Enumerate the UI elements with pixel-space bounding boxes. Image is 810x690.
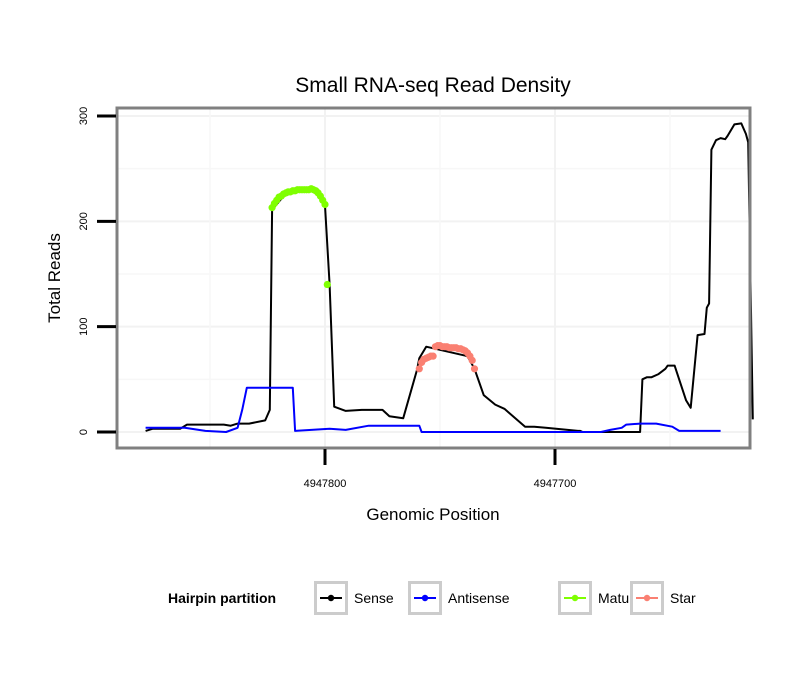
legend-key-point (421, 594, 429, 602)
x-axis: 4947800 4947700 (304, 449, 577, 490)
legend-key-point (643, 594, 651, 602)
y-tick-label: 100 (78, 317, 90, 335)
data-point-star (470, 365, 479, 373)
grid-lines (117, 108, 750, 448)
x-axis-title: Genomic Position (366, 505, 499, 524)
legend-title: Hairpin partition (168, 590, 276, 606)
legend-label-star: Star (670, 590, 696, 606)
legend-label-antisense: Antisense (448, 590, 510, 606)
plot-panel (115, 106, 754, 450)
series-layer (145, 122, 754, 433)
legend: Hairpin partition Sense Antisense Mature St… (168, 581, 697, 615)
panel-background (117, 108, 750, 448)
legend-label-sense: Sense (354, 590, 394, 606)
legend-item-antisense[interactable]: Antisense (408, 581, 510, 615)
data-point-star (415, 365, 423, 373)
chart-title: Small RNA-seq Read Density (295, 74, 571, 97)
legend-key-point (327, 594, 335, 602)
x-tick-label: 4947700 (534, 478, 577, 490)
data-point-mature (323, 280, 331, 289)
y-tick-label: 300 (78, 107, 90, 125)
series-line-antisense (145, 386, 721, 433)
y-axis-title: Total Reads (45, 233, 64, 323)
legend-item-sense[interactable]: Sense (314, 581, 394, 615)
data-point-mature (321, 200, 329, 209)
y-axis: 0 100 200 300 (78, 107, 116, 435)
y-tick-label: 200 (78, 212, 90, 230)
series-line-sense (145, 122, 754, 433)
y-tick-label: 0 (78, 429, 90, 435)
x-tick-label: 4947800 (304, 478, 347, 490)
data-point-star (429, 352, 437, 360)
data-point-star (468, 356, 476, 364)
legend-key-point (571, 594, 579, 602)
legend-item-star[interactable]: Star (630, 581, 697, 615)
panel-border (115, 106, 752, 450)
